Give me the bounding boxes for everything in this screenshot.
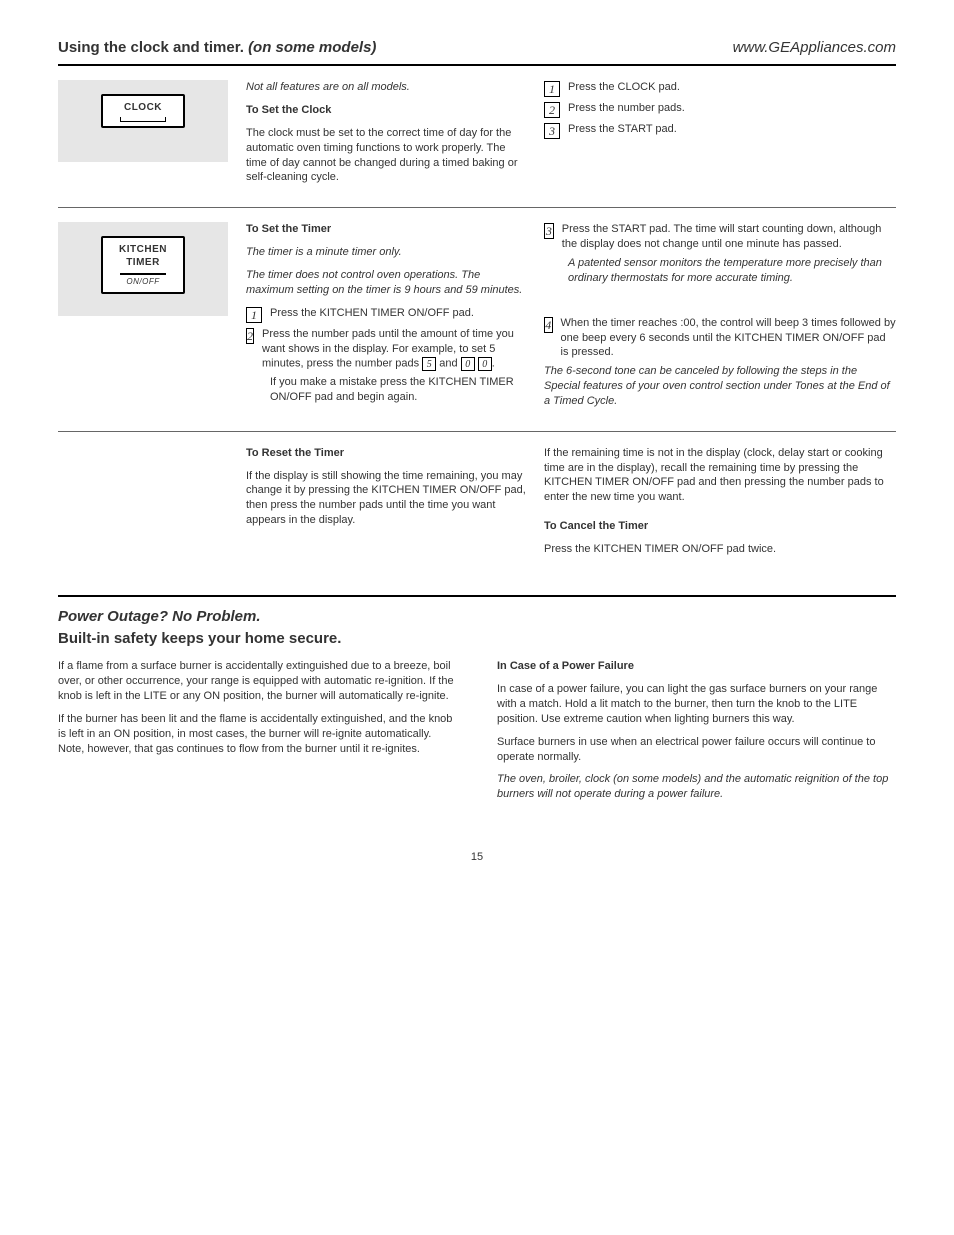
- power-h2b: Built-in safety keeps your home secure.: [58, 629, 896, 649]
- clock-step-1-text: Press the CLOCK pad.: [568, 80, 680, 95]
- title-models: (on some models): [248, 39, 376, 56]
- page-footer: 15: [58, 850, 896, 865]
- clock-step-2: 2 Press the number pads.: [544, 101, 896, 118]
- cancel-title: To Cancel the Timer: [544, 520, 648, 532]
- step-num-2: 2: [544, 102, 560, 118]
- page-title: Using the clock and timer. (on some mode…: [58, 38, 376, 58]
- step-num-t3: 3: [544, 223, 554, 239]
- clock-desc: The clock must be set to the correct tim…: [246, 126, 526, 185]
- timer-footnote: The 6-second tone can be canceled by fol…: [544, 365, 890, 407]
- rule-2: [58, 431, 896, 432]
- pad-5: 5: [422, 357, 436, 371]
- timer-step3-wrap: Press the START pad. The time will start…: [562, 222, 896, 252]
- timer-button-sub: ON/OFF: [126, 277, 159, 288]
- timer-step3b: A patented sensor monitors the temperatu…: [568, 257, 882, 284]
- power-right-note: The oven, broiler, clock (on some models…: [497, 773, 888, 800]
- power-columns: If a flame from a surface burner is acci…: [58, 659, 896, 810]
- timer-step3a: Press the START pad. The time will start…: [562, 223, 882, 250]
- clock-left-col: Not all features are on all models. To S…: [246, 80, 526, 193]
- clock-intro: Not all features are on all models.: [246, 81, 410, 93]
- step-num-1: 1: [544, 81, 560, 97]
- timer-intro2: The timer does not control oven operatio…: [246, 269, 522, 296]
- timer-step4-text: When the timer reaches :00, the control …: [561, 316, 896, 361]
- clock-button: CLOCK: [101, 94, 185, 128]
- page-number: 15: [471, 851, 483, 863]
- timer-left-col: To Set the Timer The timer is a minute t…: [246, 222, 526, 413]
- reset-body: If the display is still showing the time…: [246, 469, 526, 528]
- power-left: If a flame from a surface burner is acci…: [58, 659, 457, 810]
- timer-step-1-text: Press the KITCHEN TIMER ON/OFF pad.: [270, 306, 474, 321]
- reset-left-col: To Reset the Timer If the display is sti…: [246, 446, 526, 536]
- timer-step-2-text: Press the number pads until the amount o…: [262, 327, 526, 372]
- step-num-t4: 4: [544, 317, 553, 333]
- pad-0b: 0: [478, 357, 492, 371]
- clock-subhead: To Set the Clock: [246, 104, 331, 116]
- rule-top: [58, 64, 896, 66]
- clock-row: CLOCK Not all features are on all models…: [58, 80, 896, 193]
- rule-3: [58, 595, 896, 597]
- step-num-t1: 1: [246, 307, 262, 323]
- timer-intro: The timer is a minute timer only.: [246, 246, 402, 258]
- page-root: Using the clock and timer. (on some mode…: [0, 0, 954, 865]
- reset-title: To Reset the Timer: [246, 447, 344, 459]
- clock-step-3-text: Press the START pad.: [568, 122, 677, 137]
- timer-button-label-1: KITCHEN: [119, 244, 167, 255]
- cancel-body: Press the KITCHEN TIMER ON/OFF pad twice…: [544, 542, 896, 557]
- power-p2: If the burner has been lit and the flame…: [58, 712, 457, 757]
- power-right-p2: Surface burners in use when an electrica…: [497, 735, 896, 765]
- timer-step2a: Press the number pads until the amount o…: [262, 328, 514, 370]
- timer-and: and: [439, 358, 460, 370]
- power-right-title: In Case of a Power Failure: [497, 660, 634, 672]
- timer-button-panel: KITCHEN TIMER ON/OFF: [58, 222, 228, 316]
- reset-row: To Reset the Timer If the display is sti…: [58, 446, 896, 565]
- timer-subhead: To Set the Timer: [246, 223, 331, 235]
- clock-step-2-text: Press the number pads.: [568, 101, 685, 116]
- power-right-p1: In case of a power failure, you can ligh…: [497, 682, 896, 727]
- timer-step-3: 3 Press the START pad. The time will sta…: [544, 222, 896, 252]
- power-p1: If a flame from a surface burner is acci…: [58, 659, 457, 704]
- timer-step-2: 2 Press the number pads until the amount…: [246, 327, 526, 372]
- step-num-3: 3: [544, 123, 560, 139]
- power-right: In Case of a Power Failure In case of a …: [497, 659, 896, 810]
- timer-button-rule: [120, 273, 166, 275]
- page-header: Using the clock and timer. (on some mode…: [58, 38, 896, 58]
- power-h2a: Power Outage? No Problem.: [58, 607, 896, 627]
- title-text: Using the clock and timer.: [58, 39, 244, 56]
- clock-button-panel: CLOCK: [58, 80, 228, 162]
- rule-1: [58, 207, 896, 208]
- timer-icon-col: KITCHEN TIMER ON/OFF: [58, 222, 228, 316]
- clock-button-rule: [120, 117, 166, 122]
- header-link: www.GEAppliances.com: [733, 38, 896, 58]
- timer-step-4: 4 When the timer reaches :00, the contro…: [544, 316, 896, 361]
- clock-right-col: 1 Press the CLOCK pad. 2 Press the numbe…: [544, 80, 896, 143]
- timer-button-label-2: TIMER: [126, 257, 160, 268]
- timer-step2b: If you make a mistake press the KITCHEN …: [270, 375, 526, 405]
- pad-0a: 0: [461, 357, 475, 371]
- timer-right-col: 3 Press the START pad. The time will sta…: [544, 222, 896, 416]
- timer-step-1: 1 Press the KITCHEN TIMER ON/OFF pad.: [246, 306, 526, 323]
- reset-body2: If the remaining time is not in the disp…: [544, 446, 896, 505]
- clock-icon-col: CLOCK: [58, 80, 228, 162]
- reset-right-col: If the remaining time is not in the disp…: [544, 446, 896, 565]
- step-num-t2: 2: [246, 328, 254, 344]
- clock-button-label: CLOCK: [124, 102, 162, 113]
- clock-step-1: 1 Press the CLOCK pad.: [544, 80, 896, 97]
- timer-button: KITCHEN TIMER ON/OFF: [101, 236, 185, 294]
- timer-row: KITCHEN TIMER ON/OFF To Set the Timer Th…: [58, 222, 896, 416]
- clock-step-3: 3 Press the START pad.: [544, 122, 896, 139]
